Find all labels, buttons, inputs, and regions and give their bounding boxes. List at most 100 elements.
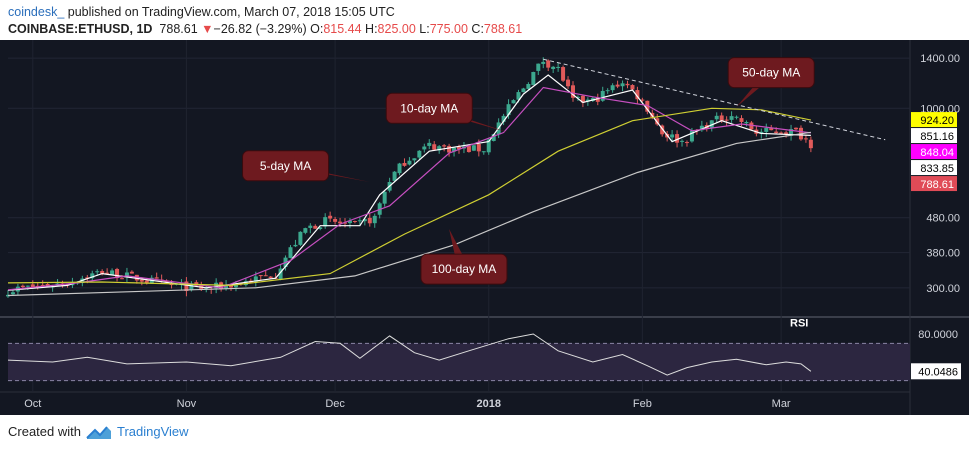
author-link[interactable]: coindesk_ [8, 5, 65, 19]
candle-body [437, 146, 442, 151]
price-label-bg [911, 144, 957, 160]
candle-body [670, 134, 675, 138]
candle-body [268, 276, 273, 279]
candle-body [605, 90, 610, 92]
candle-body [298, 231, 303, 245]
candle-body [412, 158, 417, 161]
y-tick-label: 480.00 [926, 213, 960, 225]
candle-body [25, 285, 30, 287]
candle-body [288, 247, 293, 258]
open-value: 815.44 [323, 22, 362, 36]
candle-body [630, 85, 635, 90]
candle-body [481, 151, 486, 153]
candle-body [397, 163, 402, 174]
candle-body [803, 138, 808, 140]
candle-body [258, 275, 263, 277]
candle-body [615, 84, 620, 87]
candle-body [407, 160, 412, 165]
candle-body [635, 90, 640, 100]
candle-body [600, 90, 605, 101]
candle-body [774, 131, 779, 134]
candle-body [521, 88, 526, 93]
publish-line: coindesk_ published on TradingView.com, … [8, 5, 395, 19]
candle-body [764, 127, 769, 132]
candle-body [392, 171, 397, 181]
candle-body [506, 104, 511, 116]
chart-header: coindesk_ published on TradingView.com, … [0, 0, 969, 40]
high-value: 825.00 [377, 22, 416, 36]
candle-body [739, 118, 744, 122]
candle-body [293, 244, 298, 247]
candle-body [40, 284, 45, 286]
callout-label: 50-day MA [742, 66, 800, 80]
candle-body [779, 132, 784, 134]
ma50-line [7, 107, 812, 287]
ohlc-line: COINBASE:ETHUSD, 1D 788.61 ▼−26.82 (−3.2… [8, 22, 522, 36]
candle-body [85, 277, 90, 279]
candle-body [105, 272, 110, 274]
callout-label: 100-day MA [432, 262, 497, 276]
footer: Created with TradingView [0, 415, 969, 449]
candle-body [432, 144, 437, 150]
candle-body [10, 292, 15, 295]
y-tick-label: 300.00 [926, 283, 960, 295]
x-tick-label: 2018 [476, 398, 500, 410]
candle-body [338, 221, 343, 224]
candle-body [367, 217, 372, 224]
x-tick-label: Mar [772, 398, 791, 410]
rsi-line [7, 333, 812, 376]
close-label: C: [471, 22, 484, 36]
candle-body [313, 225, 318, 229]
candle-body [333, 218, 338, 222]
ma5-line [7, 74, 811, 291]
candle-body [402, 162, 407, 166]
candle-body [575, 96, 580, 98]
candle-body [546, 60, 551, 68]
candle-body [382, 191, 387, 204]
candle-body [308, 225, 313, 228]
down-arrow-icon: ▼ [201, 22, 214, 36]
candle-body [352, 221, 357, 223]
candle-body [511, 100, 516, 104]
y-tick-label: 380.00 [926, 248, 960, 260]
candle-body [129, 271, 134, 274]
candle-body [95, 271, 100, 273]
candle-body [709, 120, 714, 128]
price-change: −26.82 (−3.29%) [213, 22, 307, 36]
candle-body [531, 72, 536, 86]
candle-body [625, 83, 630, 86]
candle-body [466, 145, 471, 153]
candle-body [645, 100, 650, 112]
candle-body [164, 280, 169, 283]
candle-body [422, 146, 427, 150]
candle-body [561, 67, 566, 81]
candle-body [526, 84, 531, 89]
price-label: 848.04 [920, 147, 954, 159]
candle-body [328, 215, 333, 219]
candle-body [714, 115, 719, 120]
callout-box [420, 253, 508, 285]
rsi-tick-label: 40.0486 [918, 366, 958, 378]
candle-body [119, 278, 124, 280]
candle-body [719, 115, 724, 121]
candle-body [684, 142, 689, 144]
candle-body [471, 145, 476, 151]
callout-box [242, 150, 330, 182]
x-tick-label: Oct [24, 398, 41, 410]
candle-body [417, 150, 422, 158]
tradingview-brand[interactable]: TradingView [117, 424, 189, 439]
price-label-bg [911, 160, 957, 176]
candle-body [447, 145, 452, 153]
candle-body [556, 66, 561, 68]
callout-box [727, 57, 815, 89]
candle-body [362, 219, 367, 222]
price-label-bg [911, 176, 957, 192]
candle-body [224, 284, 229, 289]
price-label: 788.61 [920, 179, 954, 191]
publish-text: published on TradingView.com, March 07, … [64, 5, 395, 19]
price-label-bg [911, 112, 957, 128]
trend-line [543, 58, 886, 141]
high-label: H: [365, 22, 378, 36]
x-tick-label: Feb [633, 398, 652, 410]
